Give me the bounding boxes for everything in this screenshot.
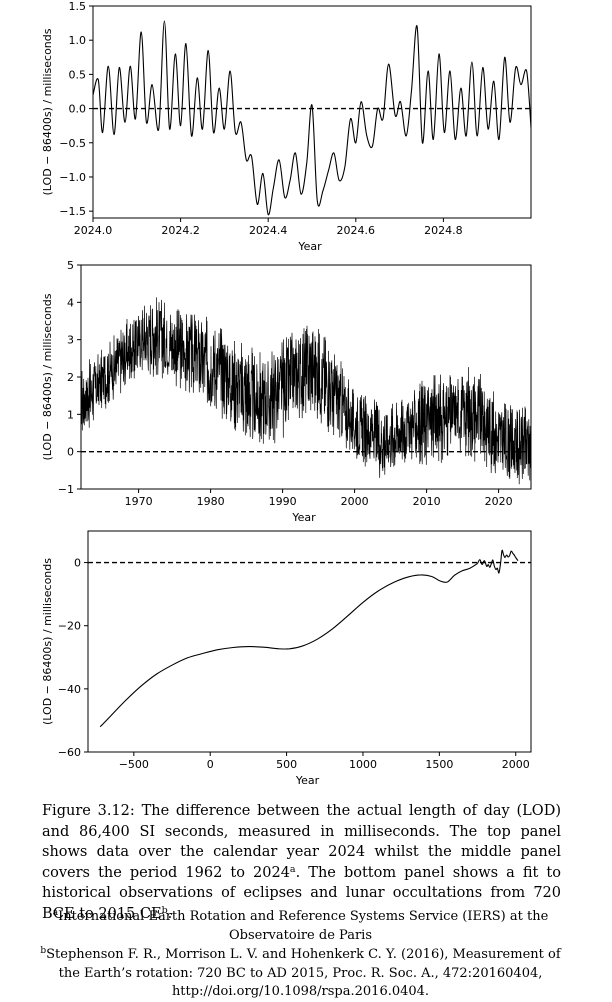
x-tick-label: −500 [119,758,149,771]
x-tick-label: 0 [207,758,214,771]
x-tick-label: 500 [276,758,297,771]
caption-sup-b: b [161,904,168,916]
x-tick-label: 1970 [125,495,153,508]
axes-frame [92,5,532,219]
x-tick-label: 2024.6 [337,224,376,237]
series-line-2 [477,549,519,574]
y-tick-label: −0.5 [59,137,86,150]
y-tick-label: −1.5 [59,205,86,218]
x-axis-label: Year [297,240,322,253]
y-axis-label: (LOD − 86400s) / milliseconds [41,293,54,460]
plot-area [88,549,531,728]
y-tick-label: 0.0 [69,103,87,116]
y-axis-label: (LOD − 86400s) / milliseconds [41,558,54,725]
y-tick-label: 5 [67,259,74,272]
x-tick-label: 2024.2 [161,224,200,237]
caption-line-5: and lunar occultations from 720 BCE to 2… [42,885,562,922]
caption-period: . [167,905,173,922]
footnote-a: aInternational Earth Rotation and Refere… [28,908,573,945]
y-tick-label: 4 [67,296,74,309]
x-tick-label: 2010 [413,495,441,508]
y-tick-label: 0.5 [69,68,87,81]
y-tick-label: 1 [67,408,74,421]
chart-panel-2: 1970 1980 1990 2000 2010 2020 −1 0 1 2 3 4 5 Year (LOD… [41,259,532,524]
footnote-a-text: International Earth Rotation and Referen… [58,909,549,943]
x-tick-label: 2000 [502,758,530,771]
series-line-1 [81,297,531,485]
y-tick-label: 0 [67,446,74,459]
footnote-b-text-1: Stephenson F. R., Morrison L. V. and Hoh… [46,947,561,962]
series-line-1 [93,20,531,216]
x-tick-label: 2020 [485,495,513,508]
footnote-a-mark: a [52,908,59,918]
y-tick-label: −60 [58,746,81,759]
y-tick-label: −20 [58,620,81,633]
caption-sup-a: a [289,863,296,875]
y-axis-label: (LOD − 86400s) / milliseconds [41,28,54,195]
plot-area [81,297,531,485]
x-tick-label: 1990 [269,495,297,508]
figure-caption: Figure 3.12: The difference between the … [42,801,561,924]
series-line-1 [99,563,478,728]
caption-line-2: 86,400 SI seconds, measured in milliseco… [42,823,561,861]
caption-line-4: 2024 [253,864,290,881]
x-axis-label: Year [295,774,320,787]
caption-line-1: The difference between the actual length… [42,803,561,840]
caption-line-4-rest: . The bottom panel shows a fit to histor… [42,864,561,902]
footnote-b-text-3: http://doi.org/10.1098/rspa.2016.0404. [171,984,430,999]
chart-panel-1: 2024.0 2024.2 2024.4 2024.6 2024.8 −1.5 −1.0 −0… [41,0,532,253]
x-tick-label: 2024.4 [249,224,288,237]
footnote-b-text-2: the Earth’s rotation: 720 BC to AD 2015,… [58,965,543,981]
y-tick-label: 1.0 [69,34,87,47]
caption-line-3: the calendar year 2024 whilst the middle… [42,844,561,881]
y-tick-label: −1.0 [59,171,86,184]
y-tick-label: 1.5 [69,0,87,13]
x-tick-label: 1980 [197,495,225,508]
x-tick-label: 2000 [341,495,369,508]
x-tick-label: 2024.0 [74,224,113,237]
footnote-b-mark: b [40,946,47,956]
x-tick-label: 1000 [349,758,377,771]
y-tick-label: −1 [58,483,74,496]
y-tick-label: 3 [67,334,74,347]
chart-panel-3: −500 0 500 1000 1500 2000 −60 −40 −20 0 Year (LOD −… [41,530,532,787]
y-tick-label: 0 [74,557,81,570]
plot-area [93,20,531,216]
footnote-b: bStephenson F. R., Morrison L. V. and Ho… [28,946,573,1002]
x-axis-label: Year [291,511,316,524]
y-tick-label: −40 [58,683,81,696]
caption-label: Figure 3.12: [42,803,135,819]
axes-frame [87,530,532,753]
x-tick-label: 1500 [425,758,453,771]
figure-panels: 2024.0 2024.2 2024.4 2024.6 2024.8 −1.5 −1.0 −0… [41,0,532,787]
x-tick-label: 2024.8 [424,224,463,237]
y-tick-label: 2 [67,371,74,384]
